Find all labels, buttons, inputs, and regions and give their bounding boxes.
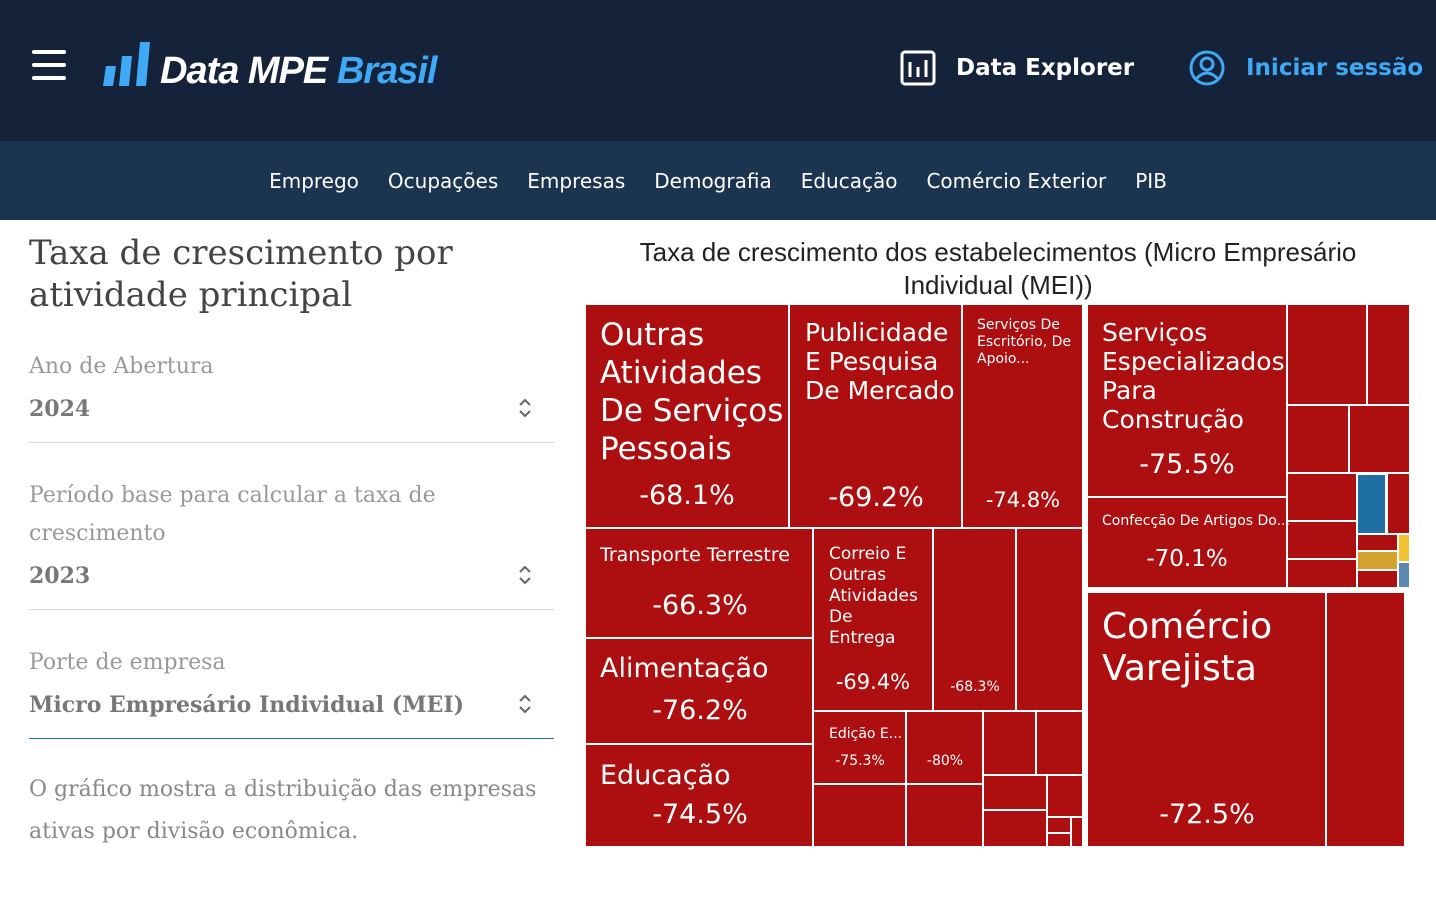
base-period-select[interactable]: Período base para calcular a taxa de cre… <box>29 477 554 610</box>
login-link[interactable]: Iniciar sessão <box>1188 48 1423 88</box>
menu-icon[interactable] <box>32 50 68 82</box>
treemap-value: -76.2% <box>652 695 748 726</box>
chevron-updown-icon <box>519 565 531 585</box>
treemap-value: -80% <box>927 753 963 769</box>
nav-comercio-exterior[interactable]: Comércio Exterior <box>926 168 1107 193</box>
treemap-label: Serviços Especializados Para Construção <box>1102 318 1285 434</box>
treemap-value: -74.5% <box>652 799 748 830</box>
filter-panel: Taxa de crescimento por atividade princi… <box>29 232 554 853</box>
treemap-cell-small[interactable] <box>905 783 984 848</box>
treemap-cell-small[interactable] <box>1070 816 1084 848</box>
data-explorer-link[interactable]: Data Explorer <box>900 48 1134 88</box>
treemap-cell[interactable] <box>584 743 814 848</box>
treemap-cell-positive[interactable] <box>1397 533 1411 563</box>
treemap-cell-small[interactable] <box>1286 558 1358 589</box>
treemap-cell-positive[interactable] <box>1356 550 1399 571</box>
treemap-value: -66.3% <box>652 590 748 621</box>
treemap-cell-small[interactable] <box>1046 774 1084 818</box>
data-explorer-label: Data Explorer <box>956 55 1135 81</box>
treemap-value: -69.4% <box>836 670 910 694</box>
treemap-cell[interactable] <box>812 527 934 712</box>
nav-ocupacoes[interactable]: Ocupações <box>387 168 499 193</box>
treemap-value: -68.1% <box>639 480 735 511</box>
treemap-cell-small[interactable] <box>982 710 1037 776</box>
treemap-cell-small[interactable] <box>1015 527 1084 712</box>
treemap-label: Publicidade E Pesquisa De Mercado <box>805 318 955 405</box>
treemap-label: Educação <box>600 760 731 791</box>
treemap-cell-small[interactable] <box>1348 404 1411 474</box>
top-bar: Data MPE Brasil Data Explorer Iniciar se… <box>0 0 1436 141</box>
logo-text: Data MPE Brasil <box>160 50 437 92</box>
treemap-cell[interactable] <box>584 303 790 529</box>
sub-nav: Emprego Ocupações Empresas Demografia Ed… <box>0 141 1436 220</box>
treemap-cell-small[interactable] <box>1325 591 1406 848</box>
treemap-cell[interactable] <box>584 637 814 745</box>
treemap-cell-small[interactable] <box>1366 303 1411 406</box>
treemap-cell-small[interactable] <box>1356 533 1399 552</box>
treemap-cell-small[interactable] <box>1286 404 1350 474</box>
company-size-select[interactable]: Porte de empresa Micro Empresário Indivi… <box>29 644 554 739</box>
company-size-label: Porte de empresa <box>29 650 226 675</box>
treemap-cell-small[interactable] <box>1046 816 1072 834</box>
treemap-value: -75.3% <box>835 753 885 769</box>
treemap-value: -68.3% <box>950 679 1000 695</box>
nav-pib[interactable]: PIB <box>1135 168 1167 193</box>
treemap-value: -74.8% <box>986 488 1060 512</box>
treemap-label: Alimentação <box>600 653 769 684</box>
treemap-value: -69.2% <box>828 482 924 513</box>
logo-bars-icon <box>103 42 150 86</box>
treemap-label: Correio E Outras Atividades De Entrega <box>829 544 918 648</box>
base-period-value: 2023 <box>29 563 91 589</box>
treemap-cell-small[interactable] <box>1386 472 1411 535</box>
nav-demografia[interactable]: Demografia <box>654 168 772 193</box>
chart-description: O gráfico mostra a distribuição das empr… <box>29 777 537 844</box>
treemap-cell-small[interactable] <box>1286 472 1358 522</box>
user-icon <box>1189 50 1225 86</box>
treemap-cell-positive[interactable] <box>1397 561 1411 589</box>
treemap-cell[interactable] <box>961 303 1084 529</box>
treemap-cell-small[interactable] <box>812 783 907 848</box>
treemap-label: Confecção De Artigos Do... <box>1102 513 1290 529</box>
treemap-cell-small[interactable] <box>982 774 1048 811</box>
treemap-cell-positive[interactable] <box>1356 473 1387 535</box>
treemap-label: Outras Atividades De Serviços Pessoais <box>600 317 783 467</box>
treemap-cell[interactable] <box>584 527 814 639</box>
chevron-updown-icon <box>519 398 531 418</box>
treemap-cell-small[interactable] <box>1035 710 1084 776</box>
chart-icon <box>900 50 936 86</box>
treemap-cell[interactable] <box>1086 303 1288 498</box>
treemap-cell[interactable] <box>905 710 984 785</box>
base-period-label: Período base para calcular a taxa de cre… <box>29 483 436 546</box>
treemap-cell-small[interactable] <box>1286 520 1358 560</box>
year-select[interactable]: Ano de Abertura 2024 <box>29 348 554 443</box>
treemap-cell[interactable] <box>812 710 907 785</box>
nav-emprego[interactable]: Emprego <box>269 168 359 193</box>
chart-title: Taxa de crescimento dos estabelecimentos… <box>639 237 1357 300</box>
year-value: 2024 <box>29 396 91 422</box>
treemap-cell-small[interactable] <box>1356 569 1399 589</box>
treemap-label: Serviços De Escritório, De Apoio... <box>977 317 1071 367</box>
treemap-value: -70.1% <box>1146 546 1227 572</box>
login-label: Iniciar sessão <box>1246 55 1424 81</box>
treemap-chart[interactable]: Outras Atividades De Serviços Pessoais -68.1… <box>584 303 1412 849</box>
treemap-label: Edição E... <box>829 726 902 742</box>
nav-empresas[interactable]: Empresas <box>527 168 626 193</box>
nav-educacao[interactable]: Educação <box>800 168 898 193</box>
year-label: Ano de Abertura <box>29 354 214 379</box>
company-size-value: Micro Empresário Individual (MEI) <box>29 692 465 718</box>
treemap-label: Comércio Varejista <box>1102 606 1272 689</box>
treemap-cell-small[interactable] <box>982 809 1048 848</box>
treemap-cell-small[interactable] <box>1286 303 1368 406</box>
treemap-cell-small[interactable] <box>1046 832 1072 848</box>
treemap-cell[interactable] <box>1086 496 1288 589</box>
treemap-label: Transporte Terrestre <box>599 544 790 566</box>
treemap-value: -72.5% <box>1159 799 1255 830</box>
page-title: Taxa de crescimento por atividade princi… <box>29 233 453 315</box>
chevron-updown-icon <box>519 694 531 714</box>
treemap-value: -75.5% <box>1139 449 1235 480</box>
